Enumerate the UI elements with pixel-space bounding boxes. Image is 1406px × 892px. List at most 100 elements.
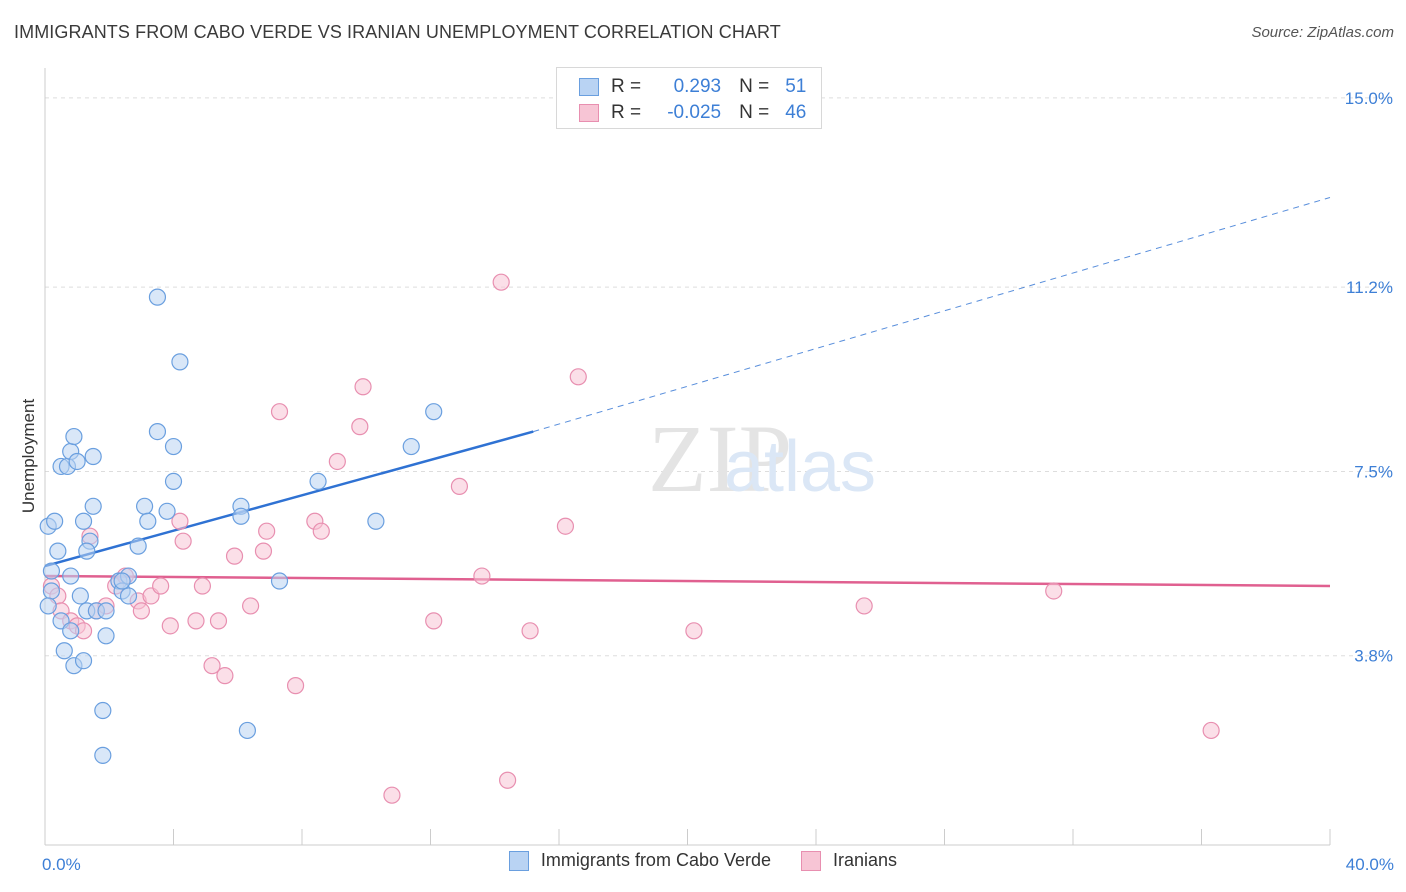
point-iranians-22 xyxy=(216,667,234,685)
data-points xyxy=(39,273,1220,804)
point-cabo-verde-33 xyxy=(135,497,154,515)
point-cabo-verde-47 xyxy=(425,403,443,421)
point-iranians-45 xyxy=(1045,582,1063,600)
point-iranians-24 xyxy=(242,597,260,615)
point-cabo-verde-19 xyxy=(62,622,80,640)
source-credit: Source: ZipAtlas.com xyxy=(1251,24,1394,41)
legend-item-iranians[interactable]: Iranians xyxy=(801,850,897,871)
point-iranians-33 xyxy=(354,378,372,396)
point-cabo-verde-41 xyxy=(232,507,250,525)
point-cabo-verde-23 xyxy=(55,642,73,660)
point-iranians-16 xyxy=(171,512,189,530)
point-cabo-verde-45 xyxy=(367,512,385,530)
point-cabo-verde-39 xyxy=(119,587,138,605)
r-label: R = xyxy=(611,76,642,97)
point-iranians-44 xyxy=(855,597,873,615)
watermark-atlas: atlas xyxy=(724,427,876,507)
pink-swatch xyxy=(801,850,822,871)
point-cabo-verde-27 xyxy=(94,746,112,764)
point-cabo-verde-44 xyxy=(309,472,327,491)
point-cabo-verde-28 xyxy=(148,288,167,306)
x-tick-label-0: 0.0% xyxy=(42,855,81,874)
point-cabo-verde-32 xyxy=(164,472,183,491)
legend-row-iranians: R = -0.025 N = 46 xyxy=(579,101,806,125)
r-label: R = xyxy=(611,102,642,123)
point-cabo-verde-5 xyxy=(39,597,57,615)
point-iranians-19 xyxy=(193,577,212,595)
axes xyxy=(44,68,1331,846)
point-cabo-verde-3 xyxy=(49,542,67,560)
legend-label-cabo-verde: Immigrants from Cabo Verde xyxy=(540,850,772,870)
point-cabo-verde-31 xyxy=(164,437,183,456)
point-iranians-23 xyxy=(225,547,244,565)
point-iranians-32 xyxy=(351,418,369,436)
point-cabo-verde-50 xyxy=(97,602,115,620)
watermark-zip: ZIP xyxy=(648,405,792,512)
point-iranians-37 xyxy=(473,567,491,585)
y-tick-label-1: 7.5% xyxy=(1354,462,1393,481)
y-axis-label: Unemployment xyxy=(19,399,38,514)
point-iranians-14 xyxy=(152,577,170,595)
point-cabo-verde-30 xyxy=(148,422,167,441)
point-iranians-41 xyxy=(556,517,575,535)
point-iranians-17 xyxy=(174,532,192,550)
point-iranians-43 xyxy=(685,622,703,640)
legend-row-cabo-verde: R = 0.293 N = 51 xyxy=(579,75,806,99)
legend-label-iranians: Iranians xyxy=(833,850,898,870)
point-iranians-28 xyxy=(286,677,305,695)
blue-swatch xyxy=(508,850,529,871)
point-iranians-18 xyxy=(187,612,205,630)
point-cabo-verde-12 xyxy=(84,497,102,515)
point-iranians-20 xyxy=(203,657,221,675)
point-iranians-35 xyxy=(425,612,443,630)
n-value-pink: 46 xyxy=(785,102,807,123)
n-value-blue: 51 xyxy=(785,76,807,97)
point-cabo-verde-16 xyxy=(62,567,80,585)
point-iranians-12 xyxy=(132,602,150,620)
point-iranians-38 xyxy=(492,273,510,291)
point-iranians-36 xyxy=(450,477,469,495)
point-iranians-39 xyxy=(499,771,517,789)
tick-labels: 3.8% 7.5% 11.2% 15.0% 0.0% 40.0% xyxy=(42,89,1394,874)
point-iranians-34 xyxy=(383,786,401,804)
point-cabo-verde-49 xyxy=(113,572,131,590)
point-cabo-verde-25 xyxy=(74,652,93,670)
point-cabo-verde-13 xyxy=(74,512,93,530)
point-iranians-27 xyxy=(270,403,289,421)
correlation-legend: R = 0.293 N = 51 R = -0.025 N = 46 xyxy=(556,67,822,129)
r-value-pink: -0.025 xyxy=(667,102,722,123)
point-cabo-verde-34 xyxy=(139,512,157,530)
point-iranians-15 xyxy=(161,617,179,635)
legend-item-cabo-verde[interactable]: Immigrants from Cabo Verde xyxy=(508,850,772,871)
y-tick-label-3: 15.0% xyxy=(1345,89,1393,108)
point-iranians-21 xyxy=(209,612,228,630)
point-cabo-verde-10 xyxy=(68,452,86,471)
point-cabo-verde-17 xyxy=(71,587,89,605)
point-cabo-verde-29 xyxy=(171,353,189,371)
pink-swatch xyxy=(579,104,599,122)
y-tick-label-2: 11.2% xyxy=(1346,278,1393,297)
r-value-blue: 0.293 xyxy=(673,76,722,97)
series-legend: Immigrants from Cabo Verde Iranians xyxy=(0,850,1406,871)
point-cabo-verde-22 xyxy=(97,627,115,645)
point-iranians-46 xyxy=(1202,721,1220,740)
x-tick-label-1: 40.0% xyxy=(1346,855,1394,874)
chart-title: IMMIGRANTS FROM CABO VERDE VS IRANIAN UN… xyxy=(14,22,781,42)
point-iranians-31 xyxy=(328,452,346,471)
point-iranians-42 xyxy=(569,368,587,386)
point-cabo-verde-26 xyxy=(94,701,112,720)
point-cabo-verde-46 xyxy=(402,437,420,456)
trend-lines xyxy=(44,197,1331,588)
trend-line-cabo-verde xyxy=(44,430,534,568)
trend-line-iranians xyxy=(44,574,1331,588)
point-cabo-verde-9 xyxy=(65,427,83,446)
point-cabo-verde-2 xyxy=(42,562,61,580)
point-cabo-verde-1 xyxy=(46,512,64,530)
point-cabo-verde-15 xyxy=(78,542,96,560)
point-cabo-verde-42 xyxy=(270,572,289,590)
n-label: N = xyxy=(739,102,770,123)
blue-swatch xyxy=(579,78,599,96)
point-iranians-25 xyxy=(254,542,273,560)
point-cabo-verde-36 xyxy=(129,537,147,555)
